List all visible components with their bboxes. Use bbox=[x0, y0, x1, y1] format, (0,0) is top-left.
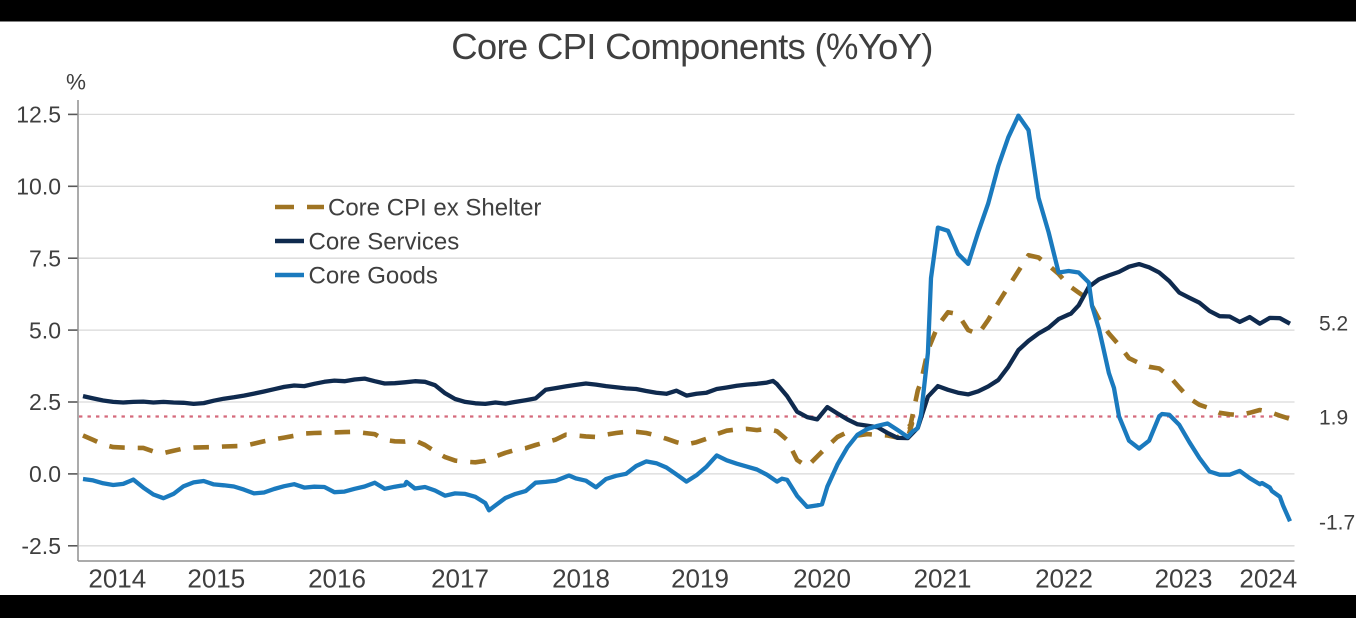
svg-text:2015: 2015 bbox=[187, 564, 245, 594]
svg-text:5.2: 5.2 bbox=[1319, 312, 1348, 335]
svg-text:Core Goods: Core Goods bbox=[309, 263, 438, 290]
svg-text:Core CPI Components (%YoY): Core CPI Components (%YoY) bbox=[451, 26, 933, 67]
svg-text:2019: 2019 bbox=[671, 564, 729, 594]
svg-text:2016: 2016 bbox=[308, 564, 366, 594]
svg-text:12.5: 12.5 bbox=[16, 102, 61, 128]
svg-text:1.9: 1.9 bbox=[1319, 407, 1348, 430]
svg-text:7.5: 7.5 bbox=[29, 245, 61, 271]
svg-text:-1.7: -1.7 bbox=[1319, 512, 1355, 535]
svg-text:Core CPI ex Shelter: Core CPI ex Shelter bbox=[328, 195, 541, 222]
svg-text:2021: 2021 bbox=[914, 564, 972, 594]
svg-text:2020: 2020 bbox=[793, 564, 851, 594]
svg-text:%: % bbox=[66, 70, 86, 95]
svg-text:10.0: 10.0 bbox=[16, 174, 61, 200]
svg-text:Core Services: Core Services bbox=[309, 229, 460, 256]
svg-text:-2.5: -2.5 bbox=[21, 533, 61, 559]
svg-text:2017: 2017 bbox=[431, 564, 489, 594]
svg-text:2022: 2022 bbox=[1035, 564, 1093, 594]
svg-text:0.0: 0.0 bbox=[29, 461, 61, 487]
svg-text:2023: 2023 bbox=[1155, 564, 1213, 594]
svg-text:2024: 2024 bbox=[1239, 564, 1297, 594]
svg-text:5.0: 5.0 bbox=[29, 317, 61, 343]
svg-text:2018: 2018 bbox=[552, 564, 610, 594]
svg-text:2014: 2014 bbox=[88, 564, 146, 594]
svg-text:2.5: 2.5 bbox=[29, 389, 61, 415]
